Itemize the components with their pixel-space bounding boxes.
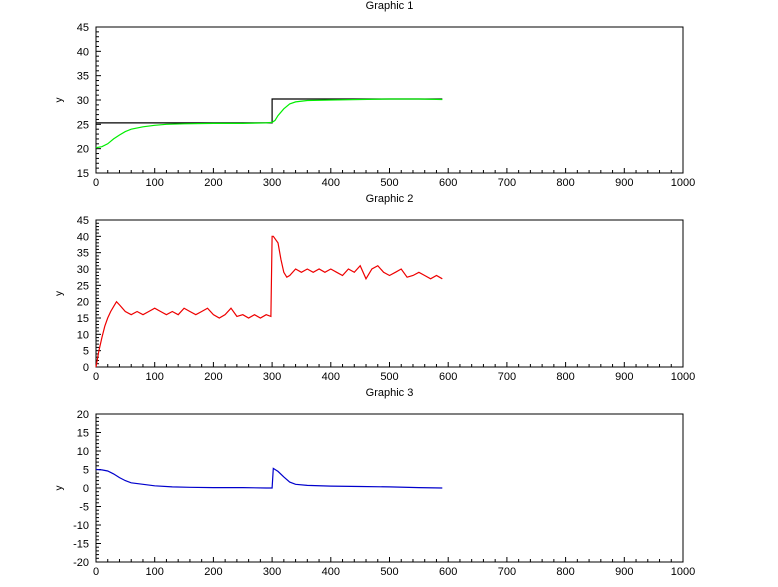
y-tick-label: 10 (77, 446, 89, 458)
x-tick-label: 400 (322, 371, 340, 383)
x-tick-label: 0 (93, 371, 99, 383)
y-tick-label: -15 (73, 539, 89, 551)
y-tick-label: 30 (77, 95, 89, 107)
y-axis-label: y (54, 291, 65, 296)
x-tick-label: 1000 (671, 566, 695, 578)
plot-frame (95, 26, 684, 174)
x-tick-label: 100 (146, 371, 164, 383)
y-tick-label: 20 (77, 144, 89, 156)
x-tick-label: 500 (380, 177, 398, 189)
x-tick-label: 700 (498, 177, 516, 189)
x-tick-label: 800 (556, 371, 574, 383)
x-tick-label: 1000 (671, 371, 695, 383)
x-tick-label: 700 (498, 566, 516, 578)
x-tick-label: 600 (439, 566, 457, 578)
y-tick-label: 40 (77, 46, 89, 58)
y-tick-label: 5 (83, 346, 89, 358)
y-tick-label: -5 (79, 502, 89, 514)
y-tick-label: 35 (77, 248, 89, 260)
x-tick-label: 0 (93, 566, 99, 578)
y-tick-label: 0 (83, 483, 89, 495)
x-tick-label: 300 (263, 566, 281, 578)
chart-title: Graphic 3 (366, 387, 414, 399)
chart-title: Graphic 2 (366, 193, 414, 205)
x-tick-label: 0 (93, 177, 99, 189)
x-tick-label: 200 (204, 566, 222, 578)
plot-frame (95, 413, 684, 563)
x-tick-label: 200 (204, 177, 222, 189)
series-line-1 (95, 467, 443, 489)
x-tick-label: 900 (615, 371, 633, 383)
y-tick-label: 5 (83, 465, 89, 477)
y-tick-label: 35 (77, 71, 89, 83)
x-tick-label: 500 (380, 371, 398, 383)
x-tick-label: 900 (615, 566, 633, 578)
x-tick-label: 300 (263, 371, 281, 383)
y-tick-label: 45 (77, 215, 89, 227)
y-tick-label: 40 (77, 231, 89, 243)
x-tick-label: 500 (380, 566, 398, 578)
plot-frame (95, 219, 684, 368)
y-tick-label: 45 (77, 22, 89, 34)
x-tick-label: 700 (498, 371, 516, 383)
x-tick-label: 200 (204, 371, 222, 383)
y-tick-label: 15 (77, 428, 89, 440)
y-tick-label: 15 (77, 313, 89, 325)
x-tick-label: 800 (556, 566, 574, 578)
chart-title: Graphic 1 (366, 0, 414, 12)
y-tick-label: -10 (73, 520, 89, 532)
chart-3: Graphic 3y0 100 200 300 400 500 600 700 800 900 10… (54, 387, 695, 578)
y-tick-label: 30 (77, 264, 89, 276)
y-tick-label: 25 (77, 280, 89, 292)
x-tick-label: 400 (322, 566, 340, 578)
series-line-1 (96, 98, 443, 124)
x-tick-label: 1000 (671, 177, 695, 189)
y-axis-label: y (54, 98, 65, 103)
x-tick-label: 100 (146, 566, 164, 578)
x-tick-label: 900 (615, 177, 633, 189)
x-tick-label: 800 (556, 177, 574, 189)
series-line-1 (95, 235, 443, 368)
y-tick-label: 20 (77, 409, 89, 421)
chart-1: Graphic 1 y 0 100 200 300 400 500 600 700 800 900 10… (54, 0, 695, 189)
y-axis-label: y (54, 486, 65, 491)
x-tick-label: 300 (263, 177, 281, 189)
x-tick-label: 600 (439, 371, 457, 383)
x-tick-label: 100 (146, 177, 164, 189)
series-line-2 (95, 98, 443, 149)
y-tick-label: -20 (73, 557, 89, 569)
y-tick-label: 25 (77, 119, 89, 131)
y-tick-label: 10 (77, 329, 89, 341)
y-tick-label: 0 (83, 362, 89, 374)
y-tick-label: 15 (77, 168, 89, 180)
x-tick-label: 600 (439, 177, 457, 189)
chart-2: Graphic 2y0 100 200 300 400 500 600 700 800 900 10… (54, 193, 695, 383)
x-tick-label: 400 (322, 177, 340, 189)
y-tick-label: 20 (77, 297, 89, 309)
